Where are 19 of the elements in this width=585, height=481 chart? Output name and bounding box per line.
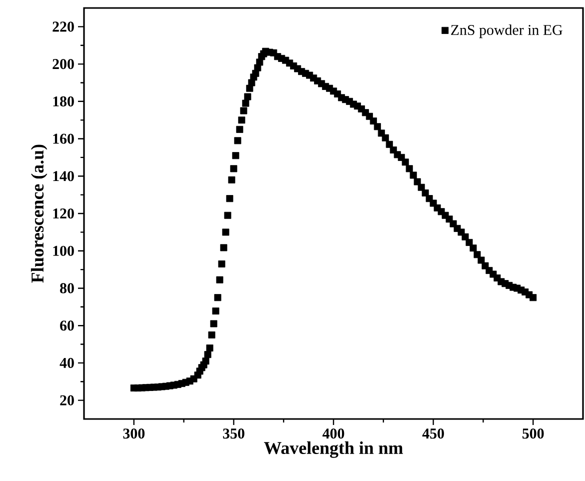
y-axis-title: Fluorescence (a.u): [30, 144, 48, 283]
y-tick-label: 100: [53, 246, 74, 256]
y-tick-label: 20: [60, 395, 74, 406]
x-tick-label: 350: [223, 428, 244, 439]
x-tick-label: 300: [123, 428, 145, 439]
y-tick-label: 160: [53, 134, 74, 144]
y-tick-label: 80: [60, 283, 74, 294]
y-tick-label: 60: [60, 320, 74, 331]
x-tick-label: 500: [522, 428, 544, 439]
x-tick-label: 400: [322, 428, 344, 439]
legend-label: ZnS powder in EG: [451, 24, 562, 38]
y-tick-label: 180: [53, 96, 74, 106]
x-tick-label: 450: [422, 428, 444, 439]
y-tick-label: 220: [52, 22, 74, 32]
y-tick-label: 40: [60, 358, 74, 368]
y-tick-label: 200: [52, 59, 74, 70]
y-tick-label: 140: [53, 171, 74, 182]
y-tick-label: 120: [53, 208, 74, 219]
x-axis-title: Wavelength in nm: [264, 441, 403, 458]
